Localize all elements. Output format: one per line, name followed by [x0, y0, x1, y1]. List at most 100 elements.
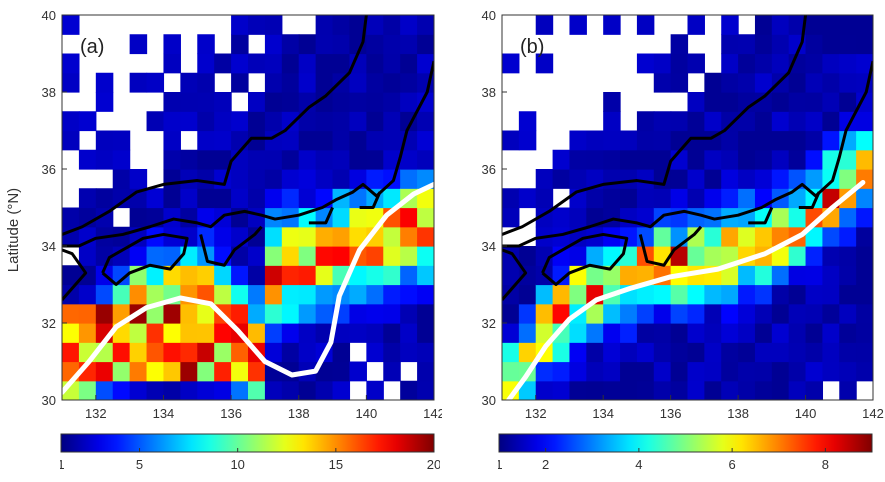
heatmap-cell — [788, 130, 807, 151]
heatmap-cell — [636, 130, 655, 151]
heatmap-cell — [383, 361, 401, 382]
heatmap-cell — [383, 246, 401, 266]
heatmap-cell — [856, 92, 873, 112]
heatmap-cell — [805, 265, 824, 286]
heatmap-cell — [112, 130, 131, 151]
heatmap-cell — [620, 342, 638, 363]
x-tick-label: 138 — [727, 406, 749, 420]
heatmap-cell — [636, 169, 655, 189]
coastline — [541, 232, 629, 286]
heatmap-cell — [586, 188, 604, 209]
heatmap-cell — [264, 111, 283, 132]
heatmap-cell — [180, 226, 198, 247]
heatmap-cell — [502, 53, 520, 74]
heatmap-cell — [112, 284, 131, 305]
heatmap-cell — [214, 92, 232, 112]
heatmap-cell — [754, 265, 773, 286]
heatmap-cell — [400, 380, 418, 400]
heatmap-cell — [248, 111, 266, 132]
heatmap-cell — [721, 92, 739, 112]
heatmap-cell — [383, 226, 401, 247]
heatmap-cell — [502, 303, 520, 324]
heatmap-cell — [518, 323, 537, 343]
heatmap-cell — [805, 130, 824, 151]
colorbar-tick-label: 1 — [60, 457, 65, 472]
heatmap-cell — [248, 149, 266, 170]
y-tick-label: 30 — [42, 393, 56, 408]
heatmap-cell — [738, 284, 756, 305]
heatmap-cell — [95, 303, 114, 324]
heatmap-cell — [417, 111, 434, 132]
heatmap-cell — [264, 34, 283, 55]
y-tick-label: 32 — [42, 316, 56, 331]
heatmap-cell — [298, 169, 317, 189]
heatmap-cell — [315, 323, 334, 343]
heatmap-cell — [366, 303, 384, 324]
colorbar-tick-label: 10 — [230, 457, 244, 472]
heatmap-cell — [180, 265, 198, 286]
heatmap-cell — [569, 380, 587, 400]
x-tick-label: 134 — [153, 406, 175, 420]
heatmap-cell — [822, 284, 840, 305]
heatmap-cell — [112, 361, 131, 382]
heatmap-cell — [805, 34, 824, 55]
heatmap-cell — [231, 72, 249, 93]
heatmap-cell — [95, 72, 114, 93]
heatmap-cell — [670, 72, 689, 93]
heatmap-cell — [62, 342, 80, 363]
y-axis-label-svg: Latitude (°N) — [5, 188, 22, 272]
heatmap-cell — [687, 149, 705, 170]
colorbar-tick-label: 1 — [498, 457, 503, 472]
heatmap-cell — [248, 188, 266, 209]
heatmap-cell — [95, 92, 114, 112]
heatmap-cell — [349, 92, 367, 112]
heatmap-cell — [771, 342, 790, 363]
heatmap-cell — [197, 92, 215, 112]
heatmap-cell — [856, 226, 873, 247]
heatmap-cell — [670, 53, 689, 74]
heatmap-cell — [231, 130, 249, 151]
heatmap-cell — [535, 361, 554, 382]
heatmap-cell — [146, 111, 165, 132]
heatmap-cell — [417, 342, 434, 363]
heatmap-cell — [653, 380, 672, 400]
heatmap-cell — [197, 149, 215, 170]
heatmap-cell — [163, 53, 181, 74]
coastline — [101, 232, 189, 286]
heatmap-cell — [636, 380, 655, 400]
heatmap-cell — [603, 380, 621, 400]
heatmap-cell — [839, 226, 857, 247]
heatmap-cell — [197, 361, 215, 382]
heatmap-cell — [839, 361, 857, 382]
heatmap-cell — [281, 53, 300, 74]
heatmap-cell — [332, 53, 351, 74]
heatmap-cell — [264, 149, 283, 170]
heatmap-cell — [620, 169, 638, 189]
heatmap-cell — [771, 92, 790, 112]
heatmap-cell — [518, 130, 537, 151]
heatmap-cell — [670, 188, 689, 209]
heatmap-cell — [822, 72, 840, 93]
heatmap-cell — [383, 92, 401, 112]
heatmap-cell — [400, 92, 418, 112]
heatmap-cell — [248, 130, 266, 151]
panel-label: (a) — [80, 36, 104, 58]
heatmap-cell — [788, 246, 807, 266]
heatmap-cell — [636, 284, 655, 305]
heatmap-cell — [400, 303, 418, 324]
heatmap-cell — [248, 246, 266, 266]
heatmap-cell — [315, 53, 334, 74]
heatmap-cell — [754, 92, 773, 112]
heatmap-cell — [231, 284, 249, 305]
heatmap-cell — [383, 34, 401, 55]
heatmap-cell — [822, 323, 840, 343]
heatmap-cell — [129, 34, 148, 55]
heatmap-cell — [620, 323, 638, 343]
heatmap-cell — [400, 15, 418, 35]
heatmap-cell — [721, 380, 739, 400]
heatmap-cell — [754, 15, 773, 35]
heatmap-cell — [788, 323, 807, 343]
heatmap-cell — [163, 246, 181, 266]
heatmap-cell — [366, 246, 384, 266]
heatmap-cell — [281, 169, 300, 189]
